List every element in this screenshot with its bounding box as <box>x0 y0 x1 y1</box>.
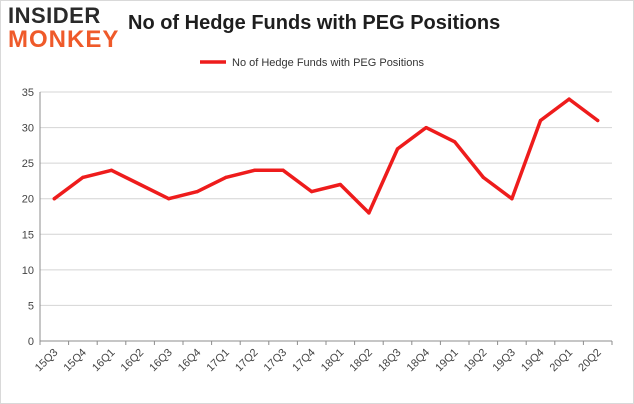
x-tick-label: 17Q4 <box>290 347 318 375</box>
insider-monkey-logo: INSIDER MONKEY <box>8 3 118 53</box>
y-tick-labels: 0 5 10 15 20 25 30 35 <box>22 87 34 348</box>
data-point <box>109 168 114 172</box>
axes <box>39 92 613 345</box>
data-point <box>596 118 600 123</box>
data-point <box>281 168 285 172</box>
data-point <box>167 197 171 201</box>
x-tick-label: 19Q3 <box>490 347 518 375</box>
y-tick-label: 20 <box>22 194 34 206</box>
data-point <box>195 190 199 194</box>
chart-title: No of Hedge Funds with PEG Positions <box>128 12 501 34</box>
y-tick-label: 15 <box>22 229 34 241</box>
x-tick-label: 15Q3 <box>33 347 61 375</box>
x-tick-label: 17Q2 <box>233 347 261 375</box>
data-point <box>481 175 485 179</box>
x-tick-label: 19Q1 <box>433 347 461 375</box>
x-tick-label: 19Q4 <box>519 347 547 375</box>
y-tick-label: 10 <box>22 265 34 277</box>
y-tick-label: 5 <box>28 300 34 312</box>
y-tick-label: 0 <box>28 336 34 348</box>
x-tick-labels: 15Q3 15Q4 16Q1 16Q2 16Q3 16Q4 17Q1 17Q2 17Q3 17Q4… <box>33 347 604 375</box>
legend-label: No of Hedge Funds with PEG Positions <box>232 57 424 69</box>
data-point <box>510 197 514 201</box>
x-tick-label: 16Q4 <box>176 347 204 375</box>
gridlines <box>40 91 612 306</box>
data-point <box>338 182 342 187</box>
x-tick-label: 18Q2 <box>347 347 375 375</box>
data-point <box>395 147 400 151</box>
data-point <box>224 175 228 179</box>
x-tick-label: 16Q1 <box>90 347 118 375</box>
data-point <box>453 140 457 144</box>
data-point <box>81 175 85 179</box>
series-line <box>52 97 600 215</box>
data-point <box>424 125 428 130</box>
series-lines <box>52 97 600 215</box>
y-tick-label: 25 <box>22 158 34 170</box>
data-point <box>310 190 314 194</box>
legend: No of Hedge Funds with PEG Positions <box>200 57 424 69</box>
data-point <box>52 197 56 201</box>
x-tick-label: 20Q2 <box>576 347 604 375</box>
data-point <box>367 211 371 215</box>
x-tick-label: 17Q3 <box>262 347 290 375</box>
x-tick-label: 15Q4 <box>61 347 89 375</box>
data-point <box>567 97 571 101</box>
logo-text-monkey: MONKEY <box>8 26 120 53</box>
x-tick-label: 16Q2 <box>119 347 147 375</box>
x-tick-label: 19Q2 <box>462 347 490 375</box>
y-tick-label: 30 <box>22 123 34 135</box>
data-point <box>252 168 257 172</box>
x-tick-label: 16Q3 <box>147 347 175 375</box>
data-point <box>138 182 142 187</box>
data-point <box>538 118 543 123</box>
y-tick-label: 35 <box>22 87 34 99</box>
x-tick-label: 18Q4 <box>405 347 433 375</box>
logo-text-insider: INSIDER <box>8 3 101 28</box>
x-tick-label: 17Q1 <box>204 347 232 375</box>
x-tick-label: 18Q3 <box>376 347 404 375</box>
x-tick-label: 18Q1 <box>319 347 347 375</box>
x-tick-label: 20Q1 <box>548 347 576 375</box>
